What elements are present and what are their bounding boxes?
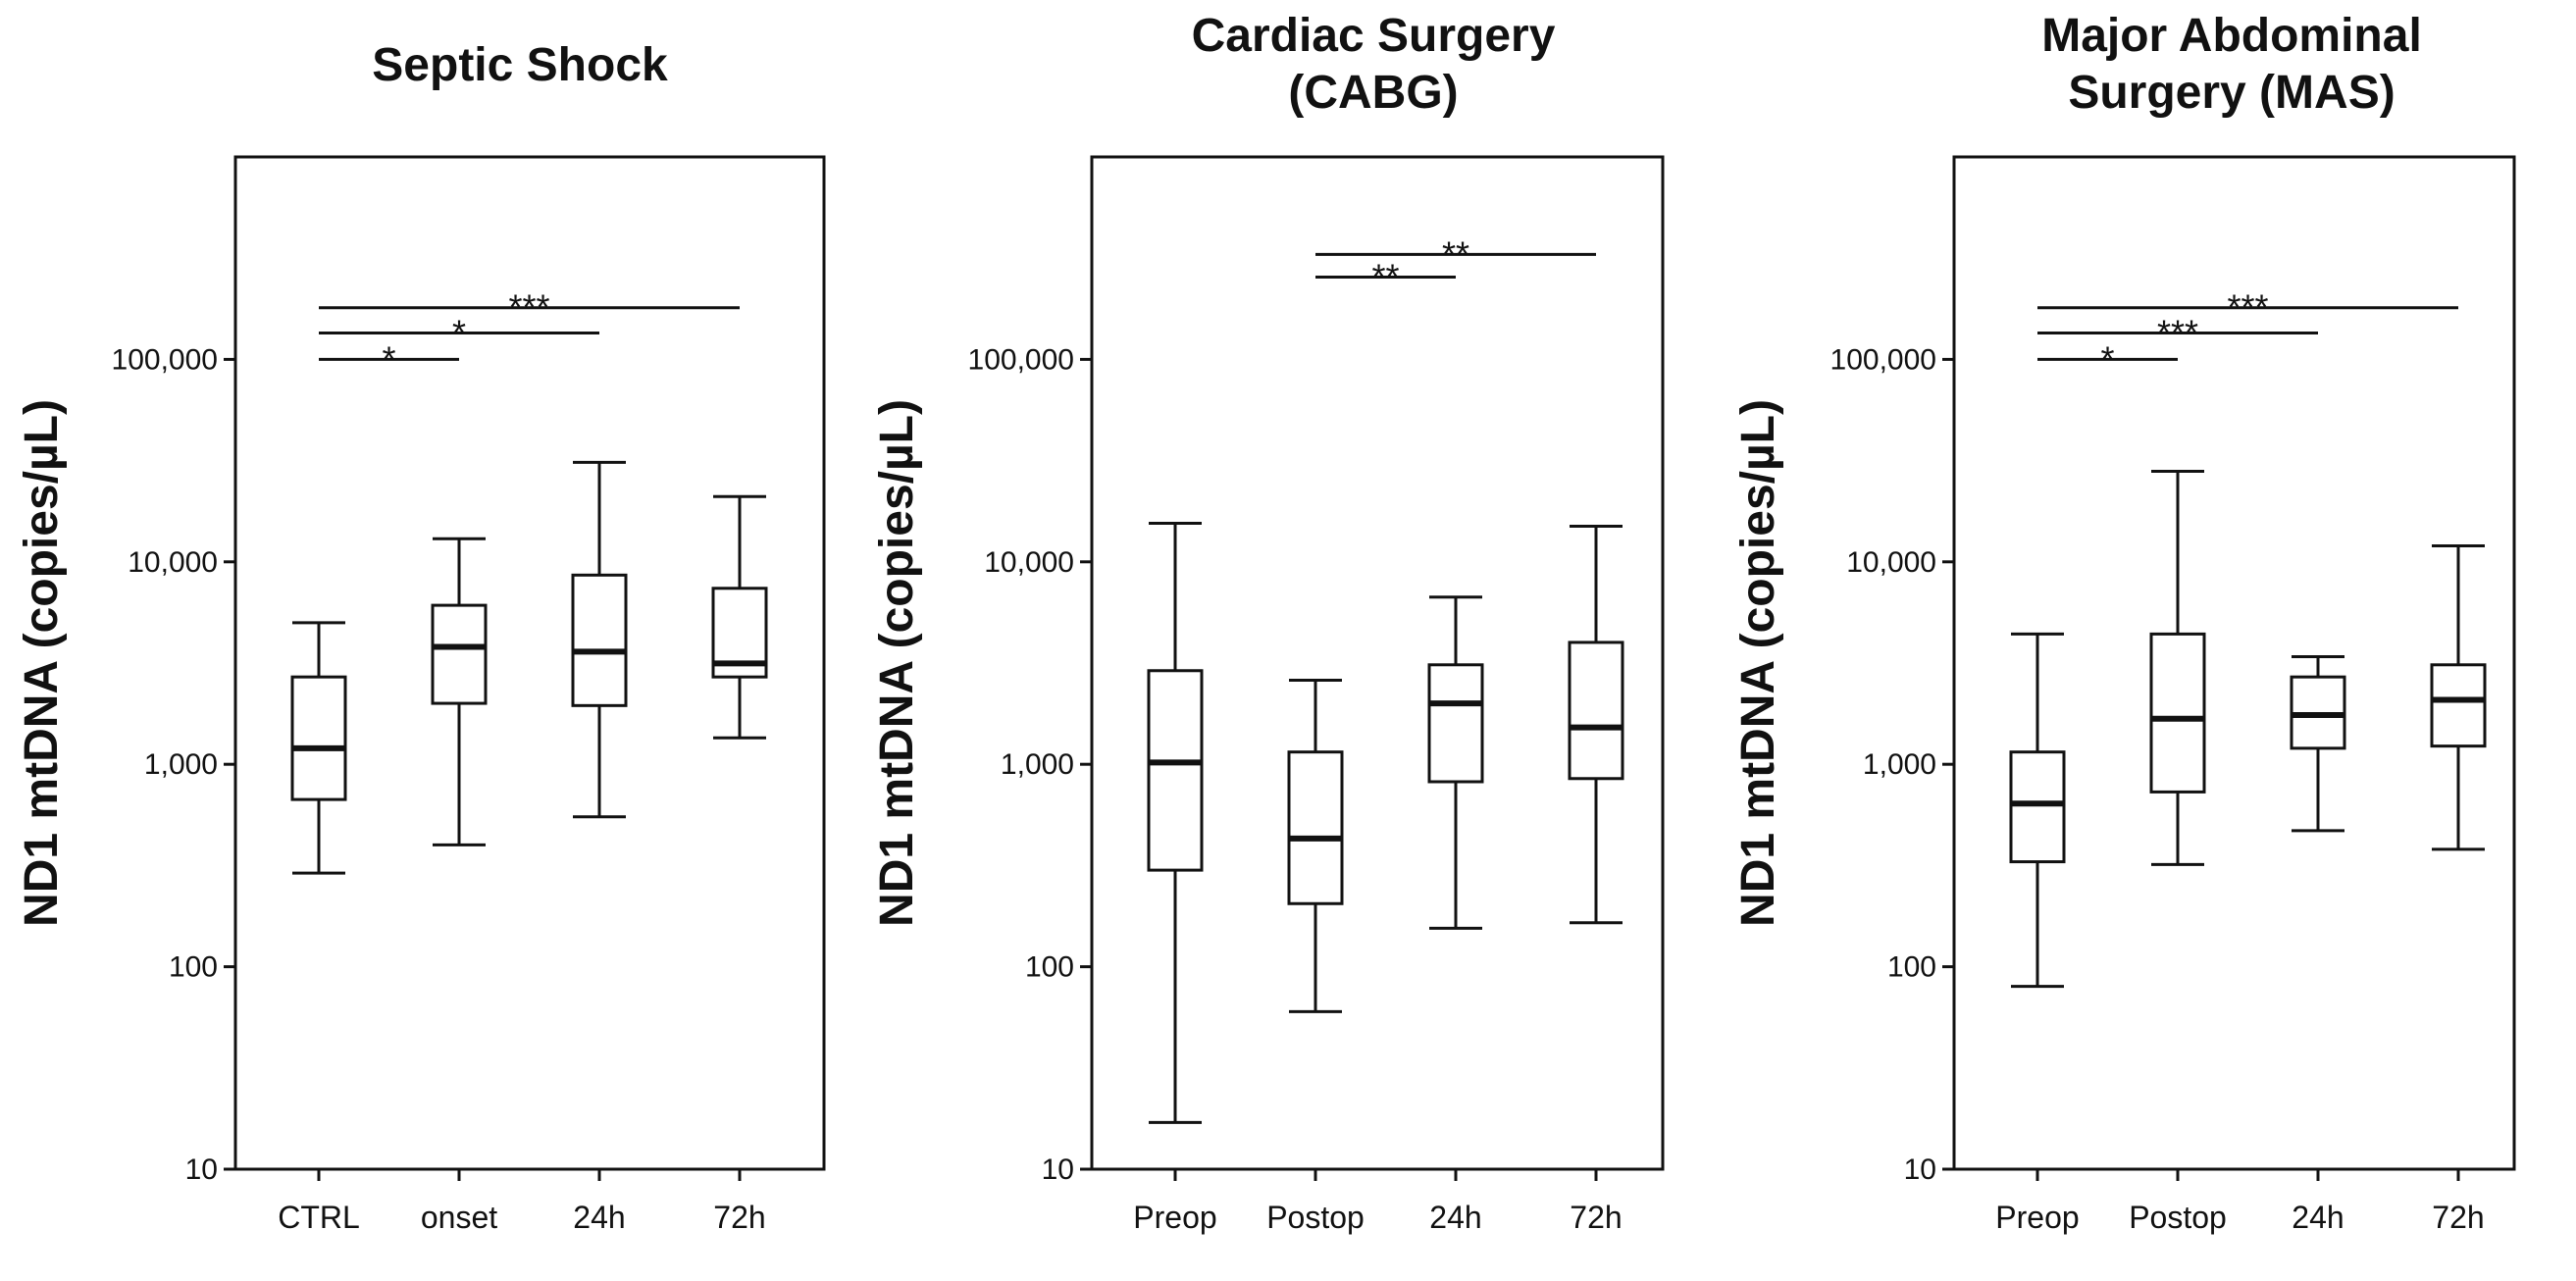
x-tick-label: onset [421, 1200, 497, 1235]
box-72h [2430, 543, 2487, 851]
x-tick-label: 24h [573, 1200, 625, 1235]
chart-title-line: Cardiac Surgery [1192, 10, 1556, 62]
box-72h [1568, 524, 1624, 925]
chart-title: Septic Shock [372, 39, 668, 91]
y-tick-label: 100,000 [968, 343, 1074, 376]
y-axis-label: ND1 mtDNA (copies/µL) [871, 399, 923, 927]
significance-label: ** [1371, 256, 1399, 296]
iqr-box [1568, 640, 1624, 781]
box-postop [2149, 470, 2206, 866]
y-tick-label: 10 [1904, 1153, 1936, 1186]
x-tick-label: 72h [1570, 1200, 1622, 1235]
box-ctrl [290, 621, 347, 875]
box-preop [1147, 522, 1204, 1124]
box-72h [711, 494, 768, 740]
x-tick-label: Postop [1266, 1200, 1365, 1235]
box-24h [571, 460, 628, 819]
box-onset [431, 537, 488, 846]
y-tick-label: 10,000 [128, 546, 218, 579]
chart-title-line: Major Abdominal [2041, 10, 2422, 62]
chart-title-line: Septic Shock [372, 39, 668, 91]
y-tick-label: 100 [169, 951, 218, 984]
x-tick-label: 72h [713, 1200, 765, 1235]
chart-panel-1: Septic Shock ND1 mtDNA (copies/µL) 10 100 1,… [16, 39, 826, 1235]
box-24h [1427, 595, 1484, 930]
x-tick-label: Postop [2129, 1200, 2227, 1235]
iqr-box [431, 603, 488, 705]
iqr-box [1147, 669, 1204, 872]
y-tick-label: 1,000 [144, 748, 218, 781]
chart-title-line: (CABG) [1288, 67, 1458, 119]
iqr-box [1427, 663, 1484, 784]
box-postop [1287, 679, 1344, 1013]
chart-title-line: Surgery (MAS) [2068, 67, 2395, 119]
chart-panel-2: Cardiac Surgery (CABG) ND1 mtDNA (copies/µ… [871, 10, 1665, 1235]
significance-label: * [2100, 338, 2114, 379]
x-tick-label: Preop [1995, 1200, 2079, 1235]
x-tick-label: 24h [2292, 1200, 2344, 1235]
significance-label: *** [2227, 287, 2268, 328]
x-tick-label: 72h [2432, 1200, 2484, 1235]
iqr-box [2149, 632, 2206, 794]
y-tick-label: 100 [1025, 951, 1074, 984]
y-tick-label: 10 [185, 1153, 218, 1186]
plot-frame [1952, 155, 2516, 1171]
y-tick-label: 10 [1042, 1153, 1074, 1186]
y-tick-label: 1,000 [1001, 748, 1074, 781]
y-tick-label: 100,000 [112, 343, 218, 376]
y-axis-label: ND1 mtDNA (copies/µL) [16, 399, 68, 927]
iqr-box [571, 573, 628, 707]
significance-label: * [452, 312, 466, 352]
iqr-box [1287, 750, 1344, 905]
y-tick-label: 100 [1887, 951, 1936, 984]
chart-title: Cardiac Surgery (CABG) [1192, 10, 1556, 119]
y-tick-label: 1,000 [1863, 748, 1936, 781]
x-tick-label: CTRL [278, 1200, 360, 1235]
iqr-box [290, 675, 347, 801]
chart-panel-3: Major Abdominal Surgery (MAS) ND1 mtDNA (c… [1732, 10, 2516, 1235]
y-tick-label: 10,000 [1846, 546, 1936, 579]
y-axis-label: ND1 mtDNA (copies/µL) [1732, 399, 1784, 927]
iqr-box [2009, 750, 2066, 864]
significance-label: * [382, 338, 395, 379]
box-preop [2009, 632, 2066, 989]
y-tick-label: 100,000 [1830, 343, 1936, 376]
significance-label: ** [1442, 233, 1469, 274]
plot-frame [1090, 155, 1665, 1171]
chart-title: Major Abdominal Surgery (MAS) [2041, 10, 2422, 119]
x-tick-label: Preop [1133, 1200, 1216, 1235]
significance-label: *** [508, 287, 549, 328]
y-tick-label: 10,000 [984, 546, 1074, 579]
iqr-box [2430, 663, 2487, 748]
box-24h [2290, 655, 2346, 833]
x-tick-label: 24h [1429, 1200, 1481, 1235]
plot-frame [233, 155, 826, 1171]
significance-label: *** [2157, 312, 2198, 352]
